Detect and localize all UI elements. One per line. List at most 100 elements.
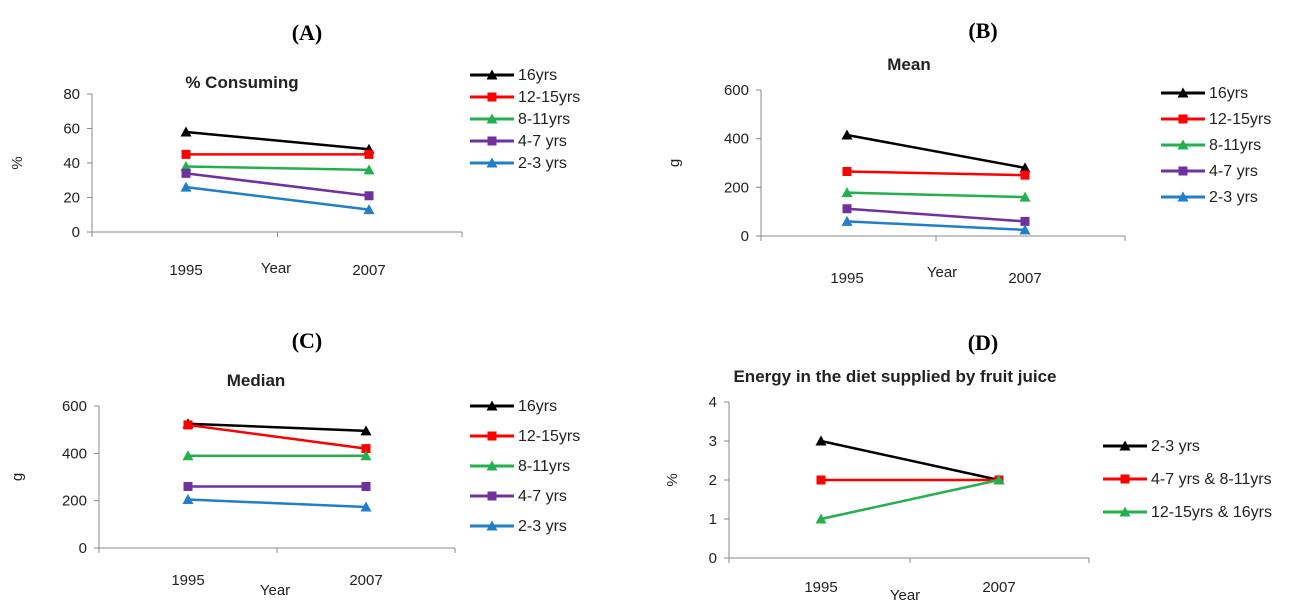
chart-title: Energy in the diet supplied by fruit jui… [733,367,1056,386]
data-point [1019,191,1031,202]
data-point [180,181,192,192]
data-point [841,187,853,198]
series-2 [815,474,1005,524]
y-tick-label: 60 [63,121,80,138]
chart-title: Mean [887,55,930,74]
panel-label: (A) [292,20,323,45]
series-line [846,133,1026,170]
data-point [183,420,193,430]
series-2 [841,187,1031,202]
panel-label: (D) [968,330,999,355]
x-tick-label: 2007 [349,572,382,589]
y-tick-label: 600 [724,82,749,99]
legend-label: 2-3 yrs [518,518,567,535]
series-0 [815,435,1005,485]
series-4 [841,215,1031,235]
data-point [360,425,372,436]
y-tick-label: 0 [72,224,80,241]
data-point [180,126,192,137]
legend-entry: 4-7 yrs [1161,163,1258,180]
data-point [182,493,194,504]
series-1 [181,149,374,159]
data-point [364,149,374,159]
legend-label: 2-3 yrs [1209,189,1258,206]
chart-a: (A) % Consuming 0 20 40 60 80 1995 2007 Year% 16yr… [9,20,580,279]
legend-marker [1178,166,1188,176]
y-tick-label: 20 [63,190,80,207]
legend-entry: 2-3 yrs [1103,438,1200,455]
data-point [1019,162,1031,173]
legend-label: 8-11yrs [1209,137,1261,154]
y-tick-label: 80 [63,86,80,103]
series-line [187,423,367,450]
series-line [846,191,1026,199]
legend-label: 16yrs [518,67,557,84]
series-line [846,207,1026,223]
legend-entry: 8-11yrs [470,111,570,128]
series-line [846,220,1026,232]
data-point [181,168,191,178]
legend-label: 4-7 yrs [1209,163,1258,180]
legend-label: 12-15yrs [518,89,580,106]
data-point [361,481,371,491]
chart-b: (B) Mean 0 200 400 600 1995 2007 Year g 16yrs 12-15… [666,18,1271,287]
series-4 [182,493,372,512]
y-tick-label: 600 [62,398,87,415]
series-2 [180,160,375,175]
legend-label: 8-11yrs [518,458,570,475]
chart-title: Median [227,371,286,390]
y-tick-label: 0 [741,228,749,245]
x-tick-label: 2007 [352,262,385,279]
legend-label: 8-11yrs [518,111,570,128]
legend-marker [1119,440,1131,451]
series-2 [182,450,372,461]
series-3 [183,481,371,491]
series-line [185,130,370,151]
series-3 [842,204,1030,226]
series-3 [181,168,374,201]
legend-marker [486,520,498,531]
data-point [182,450,194,461]
legend-entry: 8-11yrs [470,458,570,475]
y-axis-label: % [664,473,681,486]
legend-marker [1177,87,1189,98]
legend-entry: 16yrs [470,398,557,415]
legend-entry: 12-15yrs [470,428,580,445]
x-axis-label: Year [927,264,957,281]
y-axis-label: % [9,156,26,169]
data-point [1019,224,1031,235]
legend-marker [487,491,497,501]
legend-label: 16yrs [1209,85,1248,102]
panel-a: (A) % Consuming 0 20 40 60 80 1995 2007 Year% 16yr… [0,0,657,300]
data-point [841,129,853,140]
x-axis-label: Year [260,582,290,599]
series-0 [841,129,1031,173]
series-line [187,498,367,509]
series-line [846,170,1026,177]
panel-c: (C) Median 0 200 400 600 1995 2007 Year g 16yrs 12-… [0,300,657,608]
legend-entry: 4-7 yrs [470,488,567,505]
x-tick-label: 2007 [1008,270,1041,287]
legend-marker [487,92,497,102]
legend-entry: 8-11yrs [1161,137,1261,154]
y-tick-label: 1 [709,511,717,528]
x-axis-label: Year [890,587,920,604]
chart-d: (D) Energy in the diet supplied by fruit … [664,330,1272,604]
legend-entry: 2-3 yrs [470,155,567,172]
legend-marker [486,460,498,471]
chart-c: (C) Median 0 200 400 600 1995 2007 Year g 16yrs 12-… [9,328,580,599]
y-tick-label: 3 [709,433,717,450]
data-point [815,513,827,524]
legend-marker [1119,506,1131,517]
legend-label: 2-3 yrs [1151,438,1200,455]
data-point [363,204,375,215]
data-point [815,435,827,446]
legend-marker [1177,191,1189,202]
series-line [185,185,370,211]
legend-marker [487,431,497,441]
legend-label: 12-15yrs [518,428,580,445]
series-1 [842,167,1030,180]
series-0 [180,126,375,154]
data-point [364,191,374,201]
y-tick-label: 4 [709,394,717,411]
